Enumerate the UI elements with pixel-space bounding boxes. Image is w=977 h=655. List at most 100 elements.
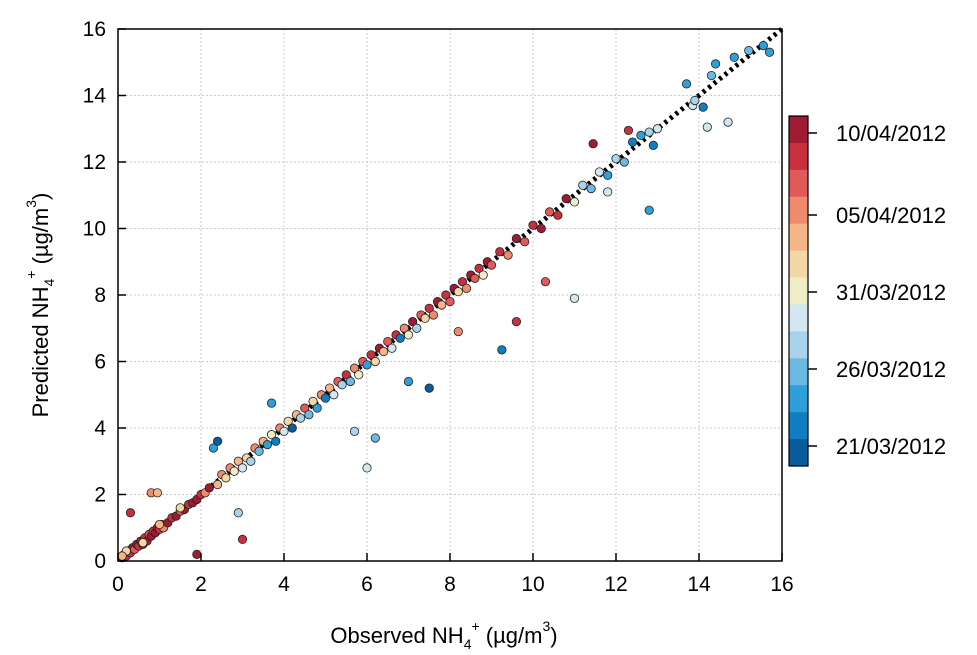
x-axis-ticks: 0 2 4 6 8 10 12 14 16 bbox=[112, 553, 794, 596]
data-point bbox=[354, 370, 364, 380]
data-point bbox=[366, 350, 376, 360]
data-point bbox=[441, 290, 451, 300]
y-tick-label: 8 bbox=[94, 284, 106, 307]
data-point bbox=[424, 383, 434, 393]
data-point bbox=[644, 127, 654, 137]
data-point bbox=[254, 446, 264, 456]
data-point bbox=[403, 376, 414, 387]
data-point bbox=[461, 283, 472, 293]
data-point bbox=[233, 456, 243, 466]
y-label-unit-open: (µg/m bbox=[28, 208, 53, 271]
colorbar-segment bbox=[789, 223, 808, 252]
data-point bbox=[412, 323, 422, 333]
data-point bbox=[229, 466, 239, 476]
data-point bbox=[536, 223, 546, 234]
data-point bbox=[237, 534, 248, 544]
data-point bbox=[603, 187, 613, 197]
colorbar-segment bbox=[789, 304, 808, 332]
data-point bbox=[329, 390, 339, 400]
data-point bbox=[652, 124, 663, 134]
data-point bbox=[266, 398, 277, 408]
x-label-base: Observed NH bbox=[330, 623, 463, 648]
colorbar-segment bbox=[789, 385, 808, 413]
data-point bbox=[304, 410, 314, 420]
data-point bbox=[586, 184, 596, 194]
colorbar-segment bbox=[789, 169, 808, 198]
data-point bbox=[681, 79, 692, 89]
data-point bbox=[175, 503, 185, 513]
y-axis-ticks: 0 2 4 6 8 10 12 14 16 bbox=[83, 18, 126, 573]
data-point bbox=[383, 336, 393, 347]
data-point bbox=[295, 413, 306, 423]
y-tick-label: 12 bbox=[83, 151, 106, 174]
data-point bbox=[213, 479, 223, 490]
data-point bbox=[341, 370, 351, 380]
data-point bbox=[152, 488, 163, 498]
data-point bbox=[399, 323, 409, 333]
data-point bbox=[283, 416, 293, 426]
data-point bbox=[424, 303, 434, 313]
data-point bbox=[349, 426, 360, 436]
data-point bbox=[154, 519, 165, 530]
data-point bbox=[544, 207, 555, 217]
data-point bbox=[408, 316, 418, 327]
data-point bbox=[117, 551, 127, 561]
data-point bbox=[138, 538, 148, 548]
x-tick-label: 2 bbox=[195, 573, 207, 596]
data-point bbox=[561, 193, 571, 204]
data-point bbox=[486, 260, 497, 270]
data-point bbox=[237, 463, 248, 473]
data-point bbox=[495, 247, 505, 257]
data-point bbox=[204, 483, 214, 493]
x-tick-label: 14 bbox=[687, 573, 711, 596]
x-tick-label: 0 bbox=[112, 573, 124, 596]
data-point bbox=[428, 310, 438, 320]
data-point bbox=[528, 220, 538, 230]
data-point bbox=[588, 139, 598, 149]
x-label-sup: + bbox=[471, 618, 479, 634]
data-point bbox=[300, 403, 310, 413]
data-point bbox=[233, 508, 243, 518]
y-label-base: Predicted NH bbox=[28, 287, 53, 418]
data-point bbox=[387, 343, 397, 353]
data-point bbox=[578, 180, 588, 190]
y-tick-label: 6 bbox=[94, 351, 106, 374]
data-point bbox=[619, 157, 629, 167]
data-point bbox=[370, 433, 380, 443]
colorbar-segment bbox=[789, 439, 808, 467]
data-point bbox=[262, 440, 272, 450]
data-point bbox=[362, 463, 372, 473]
colorbar: 10/04/2012 05/04/2012 31/03/2012 26/03/2012… bbox=[788, 115, 946, 467]
data-point bbox=[279, 426, 289, 436]
x-tick-label: 12 bbox=[604, 573, 627, 596]
data-point bbox=[744, 46, 754, 56]
y-tick-label: 14 bbox=[83, 85, 107, 108]
data-point bbox=[611, 154, 621, 164]
data-point bbox=[710, 59, 721, 69]
y-tick-label: 0 bbox=[94, 550, 106, 573]
colorbar-segment bbox=[789, 116, 808, 144]
data-point bbox=[345, 376, 355, 387]
colorbar-segment bbox=[789, 412, 808, 440]
data-point bbox=[287, 423, 297, 433]
data-point bbox=[569, 197, 580, 207]
data-point bbox=[623, 125, 634, 136]
x-tick-label: 10 bbox=[521, 573, 544, 596]
data-point bbox=[569, 293, 580, 303]
data-point bbox=[478, 270, 488, 280]
y-axis-label: Predicted NH4+ (µg/m3) bbox=[23, 193, 57, 418]
data-point bbox=[723, 117, 733, 127]
data-point bbox=[497, 345, 507, 355]
x-tick-label: 4 bbox=[278, 573, 290, 596]
y-label-sup: + bbox=[23, 271, 39, 279]
data-point bbox=[729, 52, 739, 62]
data-point bbox=[690, 95, 700, 106]
colorbar-segment bbox=[789, 277, 808, 305]
data-point bbox=[553, 210, 563, 220]
data-point bbox=[453, 326, 463, 337]
data-point bbox=[437, 300, 447, 310]
data-point bbox=[271, 436, 281, 446]
data-point bbox=[627, 137, 638, 147]
y-label-unit-sup: 3 bbox=[23, 200, 39, 208]
colorbar-label: 26/03/2012 bbox=[836, 357, 946, 382]
